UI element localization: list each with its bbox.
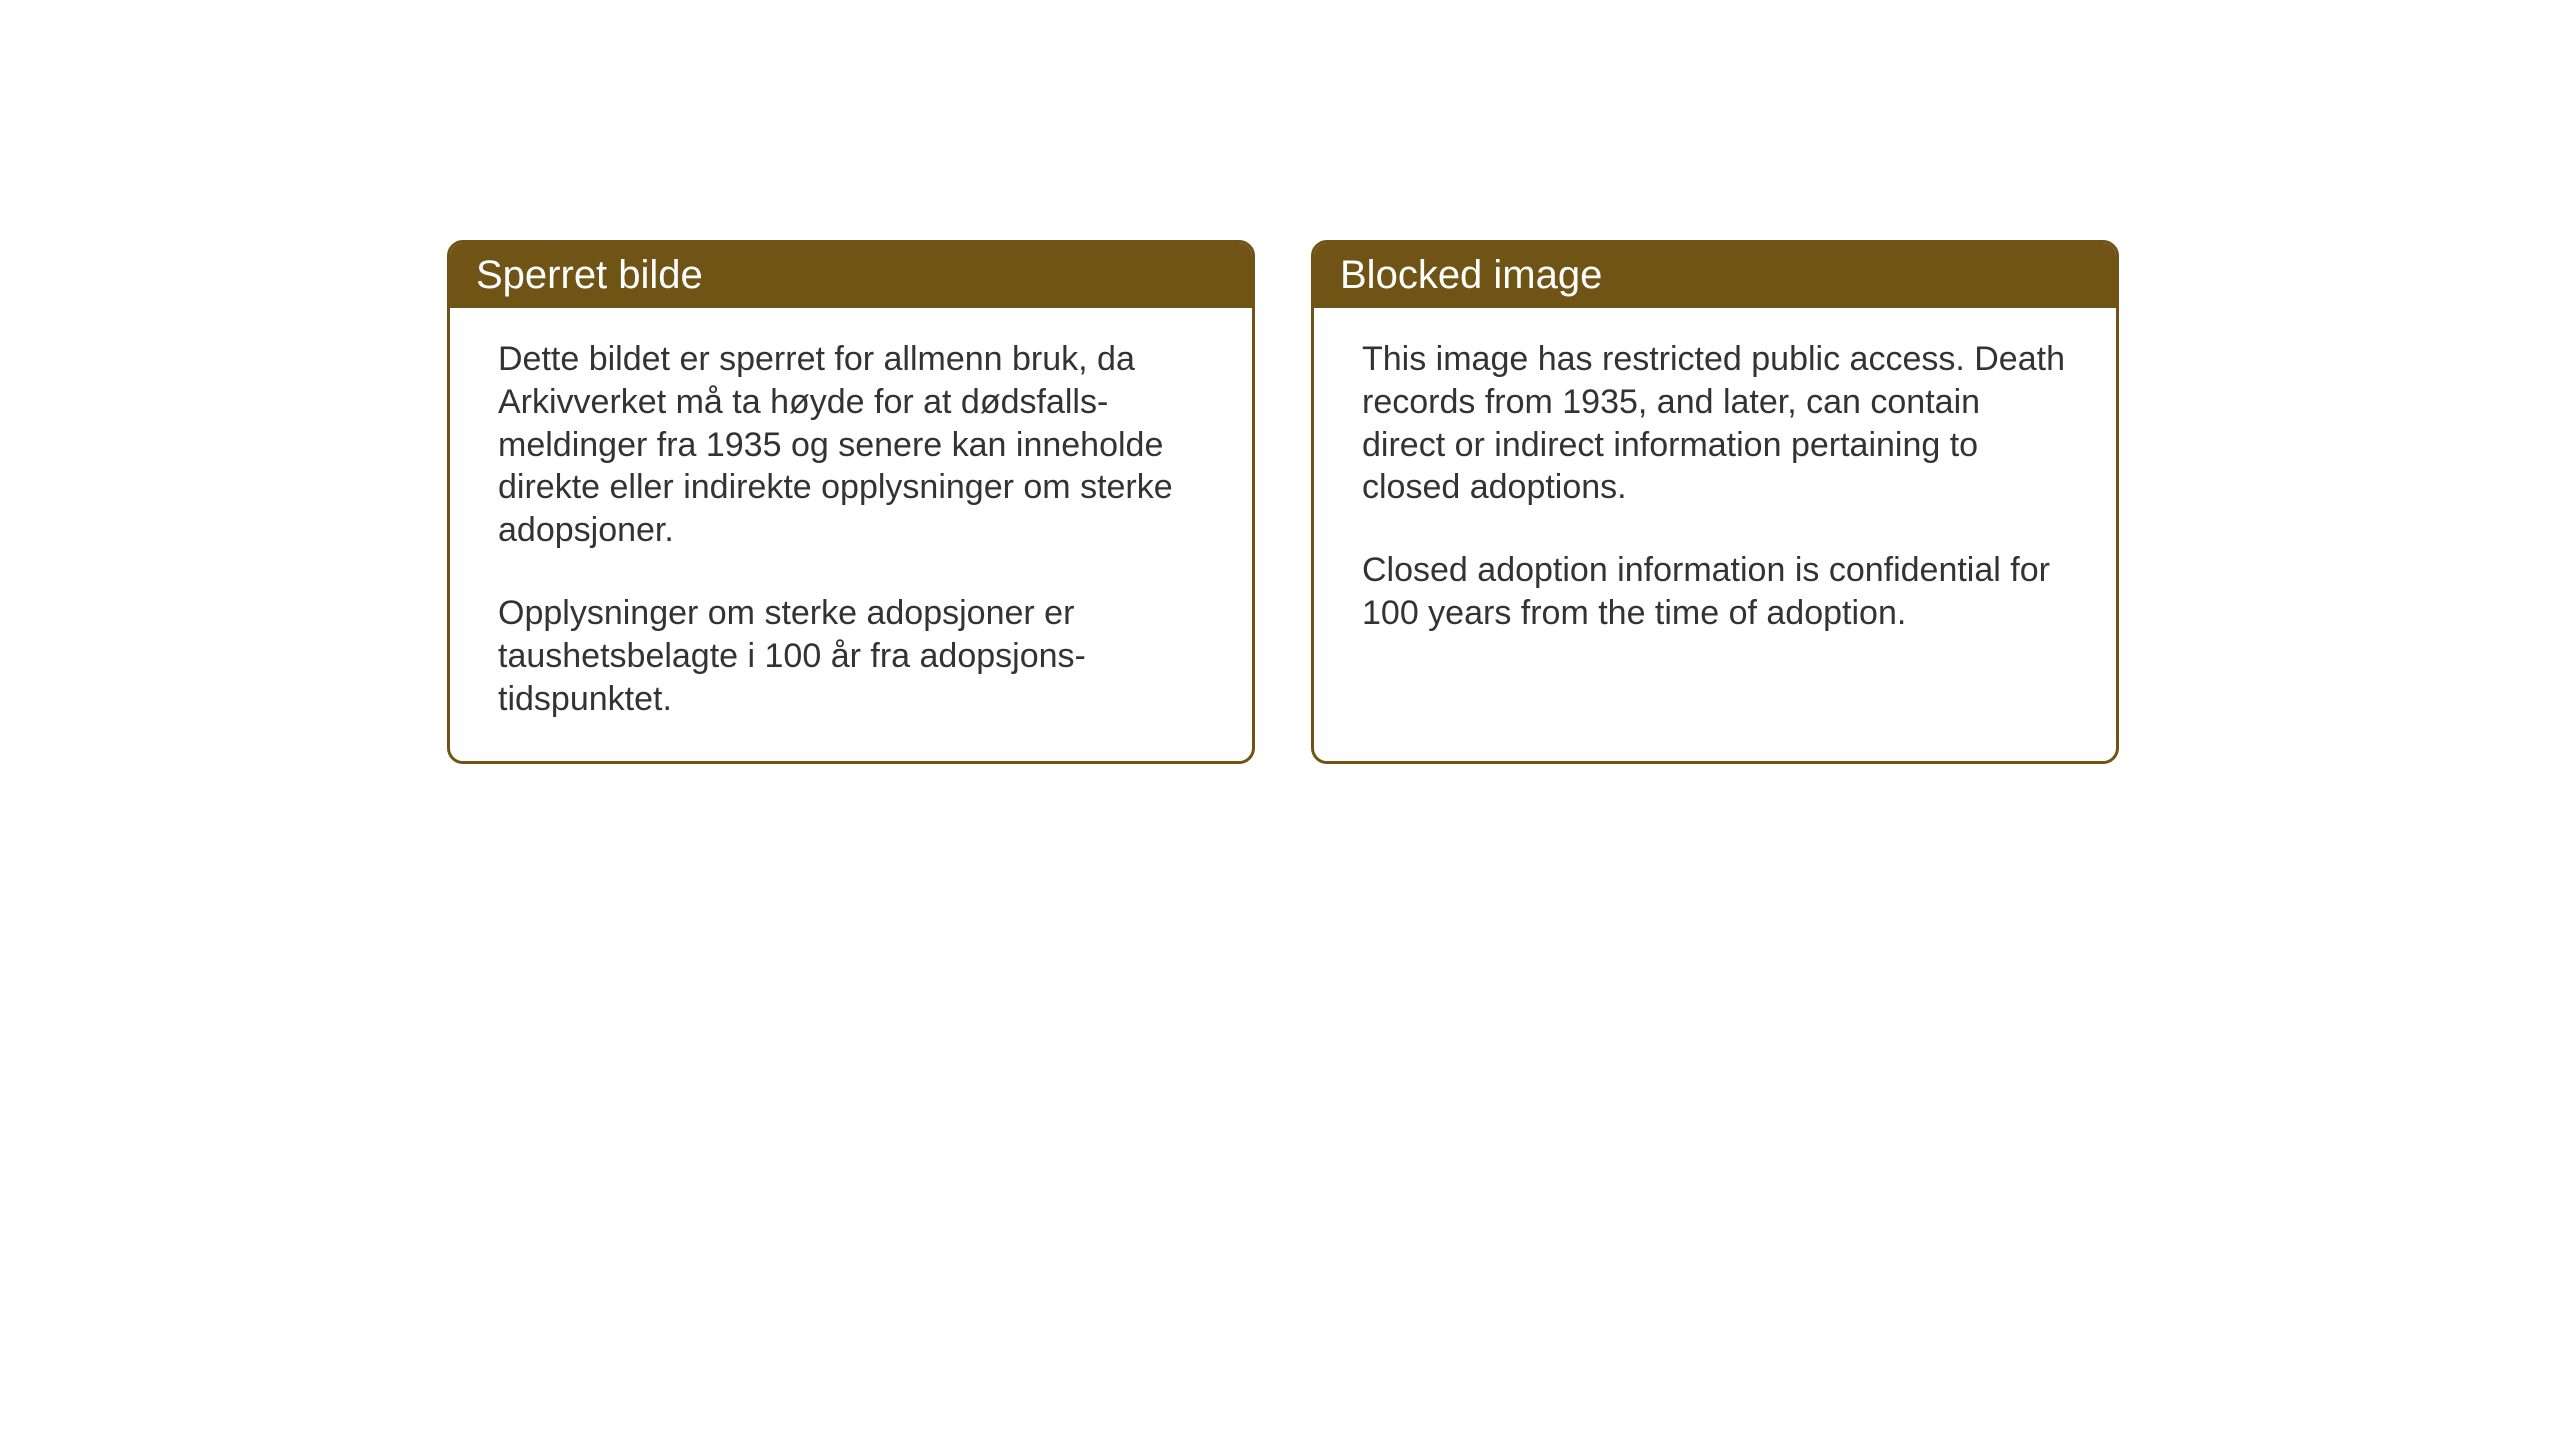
card-header-english: Blocked image — [1314, 243, 2116, 308]
notice-card-norwegian: Sperret bilde Dette bildet er sperret fo… — [447, 240, 1255, 764]
notice-cards-container: Sperret bilde Dette bildet er sperret fo… — [447, 240, 2119, 764]
card-paragraph-2-english: Closed adoption information is confident… — [1362, 549, 2068, 635]
card-title-norwegian: Sperret bilde — [476, 253, 703, 297]
card-title-english: Blocked image — [1340, 253, 1602, 297]
notice-card-english: Blocked image This image has restricted … — [1311, 240, 2119, 764]
card-body-norwegian: Dette bildet er sperret for allmenn bruk… — [450, 308, 1252, 761]
card-paragraph-1-english: This image has restricted public access.… — [1362, 338, 2068, 509]
card-body-english: This image has restricted public access.… — [1314, 308, 2116, 675]
card-paragraph-1-norwegian: Dette bildet er sperret for allmenn bruk… — [498, 338, 1204, 552]
card-paragraph-2-norwegian: Opplysninger om sterke adopsjoner er tau… — [498, 592, 1204, 720]
card-header-norwegian: Sperret bilde — [450, 243, 1252, 308]
